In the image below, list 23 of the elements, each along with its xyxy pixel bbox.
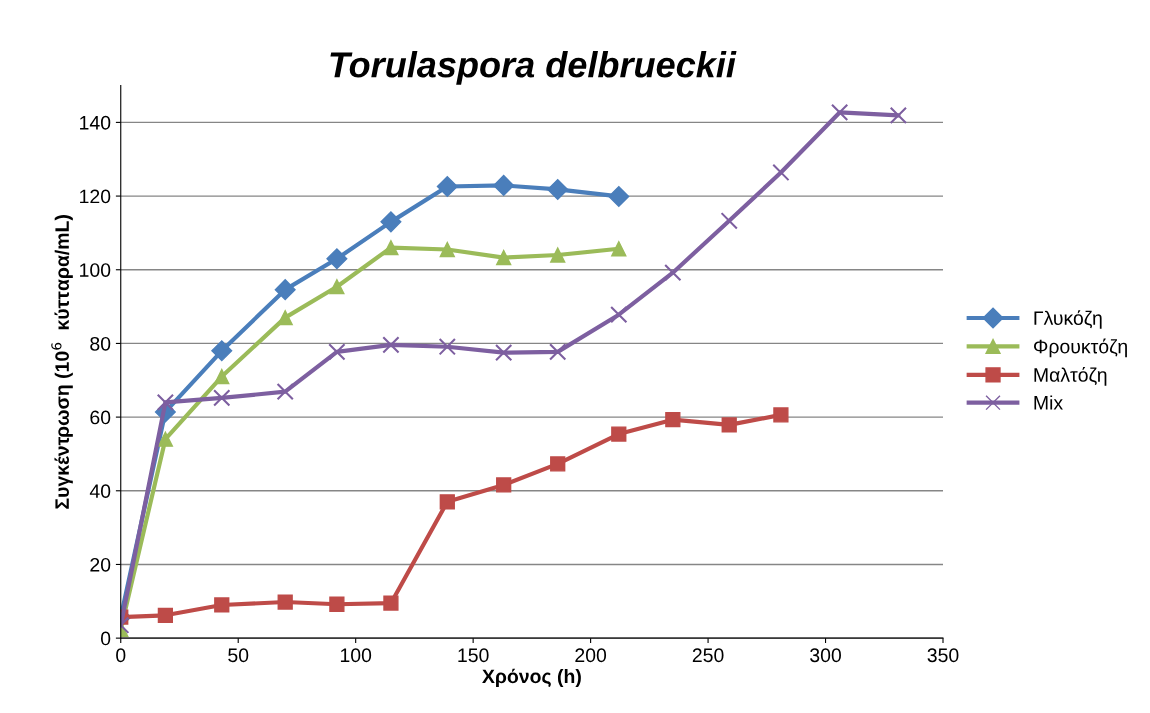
x-tick-label: 300 (810, 648, 841, 663)
x-tick-label: 150 (458, 648, 489, 663)
y-tick-label: 40 (89, 484, 111, 499)
x-tick-label: 0 (116, 648, 126, 663)
y-tick-label: 100 (80, 263, 111, 277)
y-tick-label: 120 (80, 189, 111, 204)
legend-label: Μαλτόζη (1034, 366, 1107, 386)
legend-label: Φρουκτόζη (1034, 338, 1127, 358)
y-tick-label: 0 (100, 631, 111, 646)
x-tick-label: 50 (228, 648, 249, 663)
y-axis-title: Συγκέντρωση (10$^{6}$ κύτταρα/mL) (51, 215, 73, 509)
x-axis-title: Χρόνος (h) (482, 668, 581, 688)
y-tick-label: 140 (80, 115, 111, 130)
x-tick-label: 250 (692, 648, 724, 663)
y-tick-label: 20 (90, 557, 111, 572)
x-tick-label: 200 (575, 648, 607, 663)
x-tick-label: 100 (340, 648, 372, 663)
legend-label: Γλυκόζη (1034, 310, 1102, 329)
y-tick-label: 60 (90, 410, 111, 425)
chart-title: Torulaspora delbrueckii (330, 51, 737, 85)
legend-label: Mix (1034, 395, 1063, 410)
y-tick-label: 80 (90, 336, 111, 351)
x-tick-label: 350 (927, 648, 959, 663)
